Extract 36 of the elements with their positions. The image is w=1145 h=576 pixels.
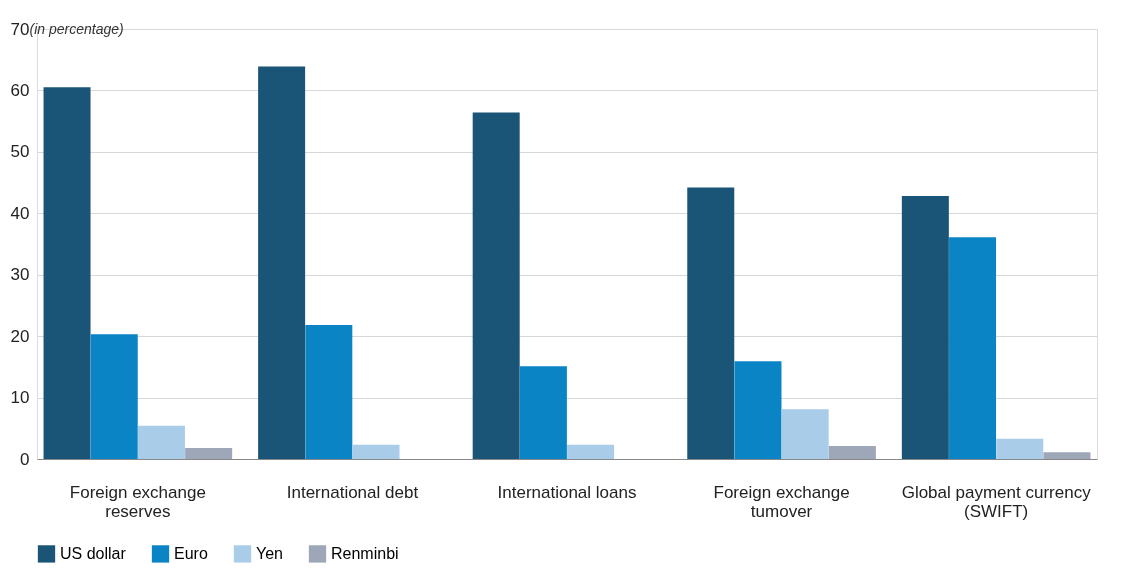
- bar: [567, 444, 615, 459]
- y-tick-label: 60: [10, 80, 30, 100]
- bar: [352, 444, 400, 459]
- y-tick-label: 0: [20, 449, 30, 469]
- y-axis-title: (in percentage): [29, 20, 124, 37]
- x-tick-label: International debt: [286, 482, 419, 502]
- bar: [828, 446, 876, 459]
- y-tick-label: 10: [10, 388, 30, 408]
- bar: [472, 112, 520, 459]
- bar: [137, 425, 185, 459]
- bar: [781, 409, 829, 459]
- legend-label: Renminbi: [331, 544, 399, 562]
- y-tick-label: 70: [10, 19, 30, 39]
- legend-label: Yen: [256, 544, 283, 562]
- bar: [901, 196, 949, 459]
- bar: [949, 237, 997, 459]
- bar: [1043, 452, 1091, 459]
- bar: [734, 361, 782, 459]
- legend-label: Euro: [174, 544, 208, 562]
- bar: [996, 438, 1044, 459]
- x-tick-label: Foreign exchange tumover: [713, 482, 850, 521]
- y-tick-label: 20: [10, 326, 30, 346]
- y-tick-label: 30: [10, 265, 30, 285]
- bar: [687, 187, 735, 459]
- bar: [519, 366, 567, 459]
- y-tick-label: 50: [10, 142, 30, 162]
- bar: [43, 87, 91, 459]
- x-tick-label: Global payment currency (SWIFT): [901, 482, 1092, 521]
- legend-label: US dollar: [60, 544, 127, 562]
- x-tick-label: International loans: [497, 482, 637, 502]
- bar: [90, 334, 138, 459]
- bar: [185, 447, 233, 459]
- x-tick-label: Foreign exchange reserves: [69, 482, 206, 521]
- y-tick-label: 40: [10, 203, 30, 223]
- bar: [305, 325, 353, 459]
- bar: [258, 66, 306, 459]
